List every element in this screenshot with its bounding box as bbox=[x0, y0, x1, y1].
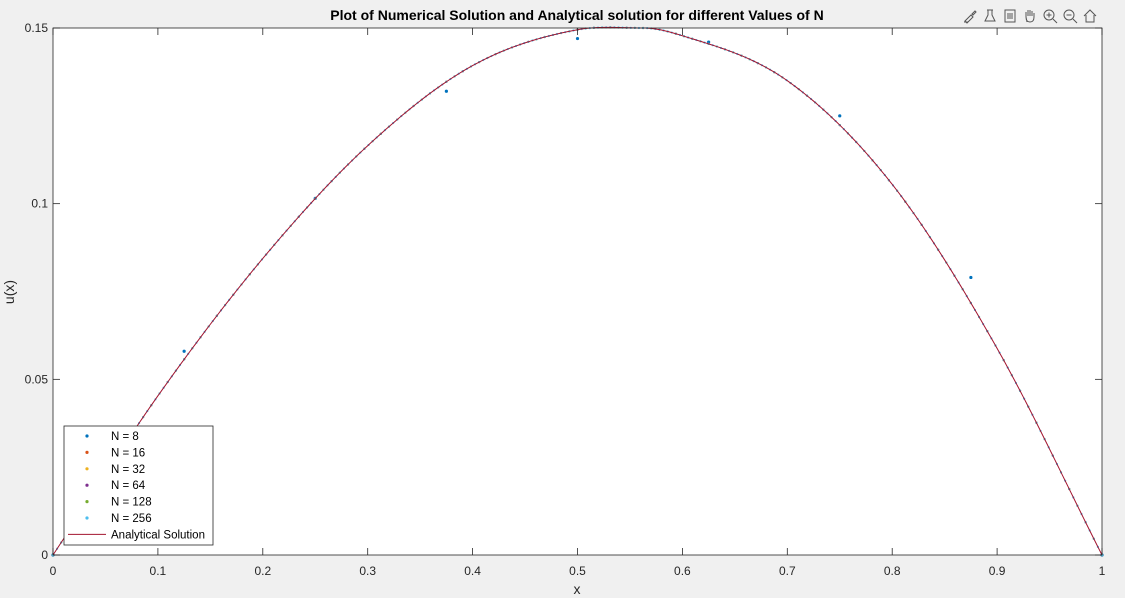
data-tips-icon bbox=[983, 9, 996, 21]
legend-label: N = 8 bbox=[111, 431, 139, 443]
data-point bbox=[182, 349, 186, 353]
legend-label: N = 256 bbox=[111, 513, 152, 525]
x-tick-label: 0.1 bbox=[150, 564, 167, 578]
legend-point-swatch bbox=[85, 434, 89, 438]
zoom-in-button[interactable] bbox=[1040, 6, 1059, 25]
pan-icon bbox=[1025, 9, 1034, 23]
x-tick-label: 0.6 bbox=[674, 564, 691, 578]
legend-label: N = 16 bbox=[111, 447, 145, 459]
axes-toolbar bbox=[960, 6, 1099, 26]
home-button[interactable] bbox=[1080, 6, 1099, 25]
brush-icon bbox=[963, 9, 977, 24]
y-tick-label: 0.05 bbox=[25, 372, 49, 386]
legend-item[interactable]: N = 256 bbox=[85, 513, 152, 525]
x-tick-label: 0.5 bbox=[569, 564, 586, 578]
legend-item[interactable]: N = 64 bbox=[85, 480, 146, 492]
home-icon bbox=[1083, 8, 1096, 22]
x-tick-label: 0.2 bbox=[254, 564, 271, 578]
legend-label: Analytical Solution bbox=[111, 529, 205, 541]
legend-item[interactable]: Analytical Solution bbox=[68, 529, 205, 541]
zoom-in-icon bbox=[1043, 9, 1057, 23]
brush-button[interactable] bbox=[960, 6, 979, 25]
chart-title: Plot of Numerical Solution and Analytica… bbox=[330, 7, 823, 23]
legend-item[interactable]: N = 16 bbox=[85, 447, 145, 459]
axes-background bbox=[53, 28, 1102, 555]
save-figure-icon bbox=[1004, 9, 1015, 22]
legend[interactable]: N = 8 N = 16 N = 32 N = 64 N = 128 N = 256 Ana… bbox=[63, 425, 214, 546]
pan-button[interactable] bbox=[1020, 6, 1039, 25]
zoom-out-icon bbox=[1063, 9, 1077, 23]
data-point bbox=[707, 40, 711, 44]
x-tick-label: 0.3 bbox=[359, 564, 376, 578]
legend-point-swatch bbox=[85, 483, 89, 487]
y-tick-label: 0.15 bbox=[25, 21, 49, 35]
zoom-out-button[interactable] bbox=[1060, 6, 1079, 25]
legend-point-swatch bbox=[85, 516, 89, 520]
data-point bbox=[444, 89, 448, 93]
y-tick-label: 0 bbox=[41, 548, 48, 562]
legend-item[interactable]: N = 128 bbox=[85, 497, 152, 509]
data-point bbox=[838, 114, 842, 118]
legend-box bbox=[63, 425, 214, 546]
data-point bbox=[575, 36, 580, 41]
legend-point-swatch bbox=[85, 500, 89, 504]
x-tick-label: 0.9 bbox=[989, 564, 1006, 578]
data-point bbox=[969, 275, 973, 280]
legend-point-swatch bbox=[85, 450, 89, 454]
x-axis-label: x bbox=[574, 581, 581, 597]
y-tick-label: 0.1 bbox=[31, 197, 48, 211]
x-tick-label: 0.4 bbox=[464, 564, 481, 578]
legend-label: N = 128 bbox=[111, 497, 152, 509]
x-tick-label: 0.7 bbox=[779, 564, 796, 578]
save-figure-button[interactable] bbox=[1000, 6, 1019, 25]
x-tick-label: 0.8 bbox=[884, 564, 901, 578]
legend-label: N = 32 bbox=[111, 464, 145, 476]
tick-layer: 0 0.1 0.2 0.3 0.4 0.5 0.6 0.7 0.8 0.9 1 0 0.05 0.1 0.1… bbox=[25, 21, 1106, 578]
legend-item[interactable]: N = 8 bbox=[85, 431, 139, 443]
x-tick-label: 0 bbox=[50, 564, 57, 578]
data-tips-button[interactable] bbox=[980, 6, 999, 25]
legend-label: N = 64 bbox=[111, 480, 146, 492]
legend-item[interactable]: N = 32 bbox=[85, 464, 145, 476]
y-axis-label: u(x) bbox=[1, 280, 17, 304]
x-tick-label: 1 bbox=[1099, 564, 1106, 578]
legend-point-swatch bbox=[85, 467, 89, 471]
